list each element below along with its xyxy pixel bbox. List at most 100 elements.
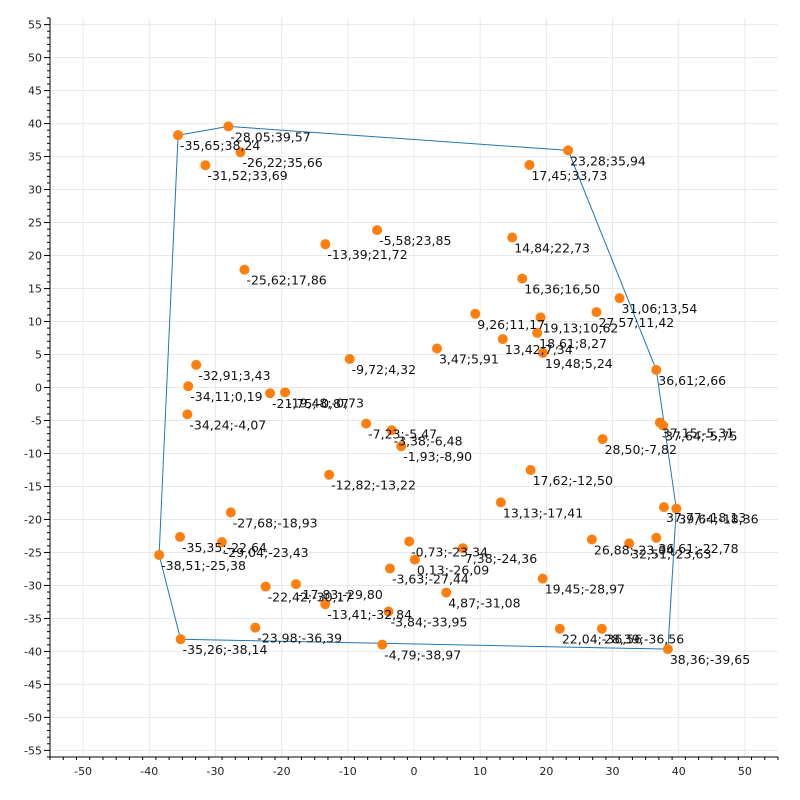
data-point	[250, 622, 261, 633]
point-label: 26,88;-23,04	[594, 543, 674, 558]
point-labels: -35,65;38,24-28,05;39,57 -26,22;35,66-31,…	[161, 129, 759, 667]
point-label: -4,79;-38,97	[384, 648, 461, 663]
y-tick-label: -20	[24, 513, 42, 526]
data-point	[191, 359, 202, 370]
data-point	[361, 418, 372, 429]
point-label: -13,39;21,72	[327, 247, 407, 262]
y-tick-label: 50	[28, 52, 42, 65]
point-label: -26,22;35,66	[242, 155, 322, 170]
x-tick-label: -30	[206, 765, 224, 778]
data-point	[377, 639, 388, 650]
data-point	[225, 507, 236, 518]
point-label: 17,45;33,73	[531, 168, 607, 183]
data-point	[525, 464, 536, 475]
data-point	[537, 347, 548, 358]
point-label: 19,48;5,24	[545, 356, 613, 371]
point-label: 14,84;22,73	[514, 241, 590, 256]
data-point	[320, 599, 331, 610]
data-point	[651, 364, 662, 375]
point-label: 28,50;-7,82	[605, 442, 677, 457]
data-point	[596, 623, 607, 634]
data-point	[554, 623, 565, 634]
data-point	[614, 293, 625, 304]
point-label: -9,72;4,32	[352, 362, 416, 377]
point-label: -32,91;3,43	[198, 368, 270, 383]
x-tick-label: 30	[606, 765, 620, 778]
point-label: -5,58;23,85	[379, 233, 451, 248]
point-label: -34,24;-4,07	[189, 417, 266, 432]
y-tick-label: 0	[35, 382, 42, 395]
data-point	[524, 159, 535, 170]
data-point	[651, 532, 662, 543]
data-point	[290, 579, 301, 590]
y-tick-label: 40	[28, 118, 42, 131]
x-tick-label: 0	[411, 765, 418, 778]
point-label: -23,98;-36,39	[257, 631, 342, 646]
point-label: -0,73;-23,34	[411, 545, 488, 560]
data-point	[175, 531, 186, 542]
data-point	[517, 273, 528, 284]
data-points	[154, 121, 682, 655]
y-tick-label: 5	[35, 349, 42, 362]
y-tick-label: 55	[28, 19, 42, 32]
y-tick-label: -45	[24, 678, 42, 691]
point-label: 37,77;-18,13	[666, 510, 746, 525]
data-point	[223, 121, 234, 132]
x-tick-label: -10	[339, 765, 357, 778]
point-label: -22,42;-30,17	[268, 590, 353, 605]
point-label: -13,41;-32,84	[327, 607, 412, 622]
point-label: 38,36;-39,65	[670, 652, 750, 667]
point-label: 22,04;-36,56	[562, 632, 642, 647]
data-point	[535, 312, 546, 323]
data-point	[662, 644, 673, 655]
point-label: 9,26;11,17	[477, 317, 545, 332]
y-tick-label: -15	[24, 480, 42, 493]
data-point	[409, 554, 420, 565]
x-tick-label: -20	[273, 765, 291, 778]
point-label: -12,82;-13,22	[331, 478, 416, 493]
point-label: -19,48;-0,73	[287, 395, 364, 410]
data-point	[383, 606, 394, 617]
x-tick-label: 10	[473, 765, 487, 778]
data-point	[431, 343, 442, 354]
data-point	[457, 543, 468, 554]
grid-lines	[50, 18, 778, 757]
data-point	[396, 441, 407, 452]
point-label: -3,38;-6,48	[394, 433, 463, 448]
y-tick-label: 25	[28, 217, 42, 230]
y-tick-label: 30	[28, 184, 42, 197]
data-point	[183, 381, 194, 392]
point-label: 39,64;-18,36	[678, 512, 758, 527]
point-label: -29,04;-23,43	[224, 545, 309, 560]
data-point	[507, 232, 518, 243]
point-label: 18,61;8,27	[539, 336, 607, 351]
point-label: -35,65;38,24	[180, 138, 260, 153]
point-label: 27,57;11,42	[598, 315, 674, 330]
data-point	[265, 388, 276, 399]
y-tick-label: -55	[24, 744, 42, 757]
point-label: -35,35;-22,64	[182, 540, 267, 555]
point-label: -21,75;-0,87	[272, 396, 349, 411]
point-label: -34,11;0,19	[190, 389, 262, 404]
data-point	[175, 634, 186, 645]
point-label: -27,68;-18,93	[233, 515, 318, 530]
data-point	[235, 147, 246, 158]
y-tick-label: -30	[24, 579, 42, 592]
point-label: 19,45;-28,97	[545, 582, 625, 597]
x-tick-label: 40	[672, 765, 686, 778]
data-point	[239, 264, 250, 275]
y-tick-label: -50	[24, 711, 42, 724]
point-label: 13,42;7,34	[505, 342, 573, 357]
data-point	[173, 130, 184, 141]
x-tick-label: 50	[738, 765, 752, 778]
data-point	[344, 353, 355, 364]
data-point	[320, 239, 331, 250]
data-point	[216, 537, 227, 548]
data-point	[154, 549, 165, 560]
x-tick-label: -40	[140, 765, 158, 778]
x-tick-label: -50	[74, 765, 92, 778]
point-label: 37,15;-5,31	[662, 426, 734, 441]
data-point	[597, 434, 608, 445]
y-tick-label: -35	[24, 612, 42, 625]
point-label: -17,83;-29,80	[298, 587, 383, 602]
